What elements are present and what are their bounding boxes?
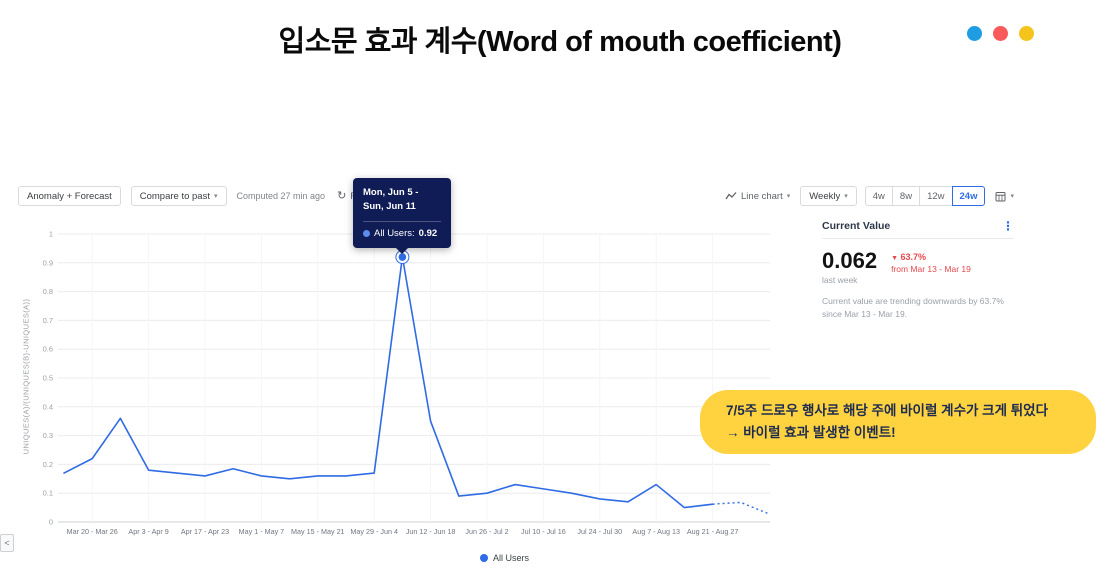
compare-to-past-button[interactable]: Compare to past ▾ — [130, 186, 227, 206]
refresh-icon: ↻ — [337, 189, 347, 202]
y-axis-tick-label: 0.8 — [43, 287, 53, 296]
forecast-line — [712, 501, 770, 515]
x-axis-tick-label: May 29 - Jun 4 — [350, 527, 398, 536]
chart-type-label: Line chart — [741, 190, 783, 202]
range-button-12w[interactable]: 12w — [919, 186, 953, 206]
computed-status: Computed 27 min ago — [236, 191, 326, 201]
x-axis-tick-label: Jul 10 - Jul 16 — [521, 527, 566, 536]
chart-toolbar: Anomaly + Forecast Compare to past ▾ Com… — [18, 186, 1016, 206]
y-axis-tick-label: 0.2 — [43, 460, 53, 469]
granularity-dropdown[interactable]: Weekly ▾ — [800, 186, 857, 206]
x-axis-tick-label: May 15 - May 21 — [291, 527, 345, 536]
current-value-title: Current Value — [822, 220, 891, 232]
chart-options-button[interactable]: ▾ — [993, 186, 1016, 206]
y-axis-tick-label: 0.1 — [43, 489, 53, 498]
current-value-body: 0.062 last week ▼ 63.7% from Mar 13 - Ma… — [822, 248, 1014, 286]
annotation-callout: 7/5주 드로우 행사로 해당 주에 바이럴 계수가 크게 튀었다 → 바이럴 … — [700, 390, 1096, 454]
yellow-dot-icon — [1019, 26, 1034, 41]
chevron-down-icon: ▾ — [213, 192, 218, 200]
x-axis-tick-label: Apr 17 - Apr 23 — [181, 527, 229, 536]
current-value-number: 0.062 — [822, 248, 878, 273]
highlight-dot[interactable] — [398, 253, 407, 261]
toolbar-right-group: Line chart ▾ Weekly ▾ 4w 8w 12w 24w ▾ — [723, 186, 1016, 206]
x-axis-tick-label: Jun 12 - Jun 18 — [406, 527, 456, 536]
anomaly-forecast-button[interactable]: Anomaly + Forecast — [18, 186, 121, 206]
page-title: 입소문 효과 계수(Word of mouth coefficient) — [278, 26, 842, 58]
tooltip-date-line1: Mon, Jun 5 - — [363, 187, 419, 198]
chart-tooltip: Mon, Jun 5 - Sun, Jun 11 All Users: 0.92 — [353, 178, 451, 254]
y-axis-title: UNIQUES(A)/(UNIQUES(B)-UNIQUES(A)) — [21, 298, 31, 455]
range-button-8w[interactable]: 8w — [891, 186, 921, 206]
y-axis-tick-label: 0.5 — [43, 374, 53, 383]
tooltip-series-row: All Users: 0.92 — [363, 227, 441, 241]
x-axis-tick-label: Jul 24 - Jul 30 — [577, 527, 622, 536]
change-percent: 63.7% — [900, 252, 927, 262]
legend-dot-icon — [480, 554, 488, 562]
tooltip-series-label: All Users: — [374, 227, 415, 239]
granularity-label: Weekly — [809, 190, 841, 202]
series-dot-icon — [363, 230, 370, 238]
blue-dot-icon — [967, 26, 982, 41]
change-from-label: from Mar 13 - Mar 19 — [891, 264, 971, 274]
red-dot-icon — [993, 26, 1008, 41]
back-button[interactable]: < — [0, 534, 14, 552]
line-chart-icon — [725, 191, 737, 201]
page-header: 입소문 효과 계수(Word of mouth coefficient) — [0, 18, 1120, 60]
current-value-description: Current value are trending downwards by … — [822, 296, 1004, 319]
series-line[interactable] — [63, 256, 714, 509]
change-badge: ▼ 63.7% — [891, 252, 971, 262]
kebab-menu-icon[interactable]: ⋮ — [1002, 219, 1014, 233]
current-value-block: 0.062 last week — [822, 248, 878, 286]
y-axis-tick-label: 0.6 — [43, 345, 53, 354]
y-axis-tick-label: 0.7 — [43, 316, 53, 325]
y-axis-tick-label: 0.9 — [43, 258, 53, 267]
range-selector: 4w 8w 12w 24w — [864, 186, 986, 206]
compare-to-past-label: Compare to past — [139, 190, 210, 202]
y-axis-tick-label: 0.3 — [43, 431, 53, 440]
y-axis-tick-label: 0 — [49, 518, 53, 527]
down-triangle-icon: ▼ — [891, 255, 898, 262]
current-value-panel: Current Value ⋮ 0.062 last week ▼ 63.7% … — [822, 220, 1014, 321]
annotation-line1: 7/5주 드로우 행사로 해당 주에 바이럴 계수가 크게 튀었다 — [726, 403, 1049, 419]
y-axis-tick-label: 0.4 — [43, 402, 53, 411]
chart-legend[interactable]: All Users — [480, 553, 529, 563]
x-axis-tick-label: Apr 3 - Apr 9 — [128, 527, 168, 536]
anomaly-forecast-label: Anomaly + Forecast — [27, 190, 112, 202]
toolbar-left-group: Anomaly + Forecast Compare to past ▾ Com… — [18, 186, 386, 206]
x-axis-tick-label: Aug 21 - Aug 27 — [687, 527, 739, 536]
x-axis-tick-label: Aug 7 - Aug 13 — [632, 527, 680, 536]
tooltip-divider — [363, 220, 441, 222]
y-axis-tick-label: 1 — [49, 230, 53, 239]
chevron-down-icon: ▾ — [786, 192, 791, 200]
range-button-4w[interactable]: 4w — [864, 186, 893, 206]
chevron-down-icon: ▾ — [844, 192, 848, 200]
current-value-header: Current Value ⋮ — [822, 220, 1014, 239]
line-chart[interactable]: 0 0.1 0.2 0.3 0.4 0.5 0.6 0.7 0.8 0.9 1 Mar 20 - Ma… — [18, 222, 784, 538]
annotation-line2: → 바이럴 효과 발생한 이벤트! — [726, 425, 896, 440]
tooltip-date-line2: Sun, Jun 11 — [363, 201, 416, 213]
decoration-dots — [967, 26, 1034, 41]
current-value-change-block: ▼ 63.7% from Mar 13 - Mar 19 — [891, 250, 971, 274]
chart-container: UNIQUES(A)/(UNIQUES(B)-UNIQUES(A)) 0 0.1 0… — [18, 178, 784, 563]
chart-type-dropdown[interactable]: Line chart ▾ — [723, 186, 792, 206]
legend-label: All Users — [493, 553, 530, 563]
calendar-grid-icon — [995, 191, 1006, 202]
range-button-24w[interactable]: 24w — [951, 186, 986, 206]
x-axis-tick-label: Jun 26 - Jul 2 — [465, 527, 508, 536]
chevron-down-icon: ▾ — [1010, 192, 1014, 200]
current-value-period: last week — [822, 275, 858, 285]
x-axis-tick-label: May 1 - May 7 — [239, 527, 285, 536]
x-axis-tick-label: Mar 20 - Mar 26 — [67, 527, 118, 536]
tooltip-series-value: 0.92 — [418, 227, 438, 239]
